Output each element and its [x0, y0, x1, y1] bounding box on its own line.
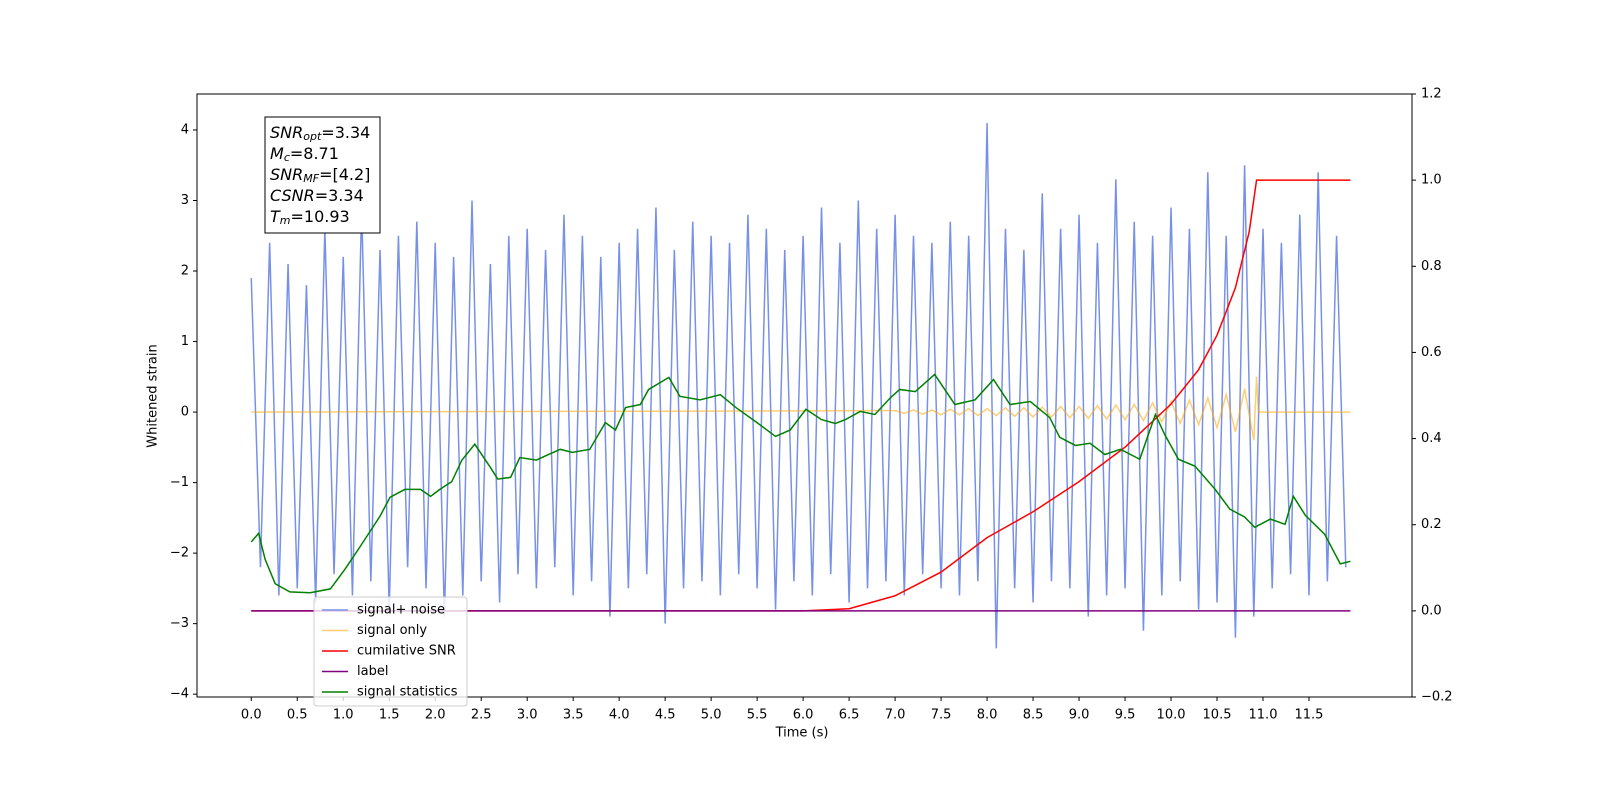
y2-tick-label: 1.0	[1421, 173, 1442, 188]
legend-label: signal+ noise	[357, 603, 445, 618]
x-tick-label: 11.0	[1249, 708, 1278, 723]
x-tick-label: 10.0	[1157, 708, 1186, 723]
y2-tick-label: 0.4	[1421, 431, 1442, 446]
y-tick-label: −4	[170, 687, 189, 702]
annotation-line: SNRopt=3.34	[270, 123, 370, 144]
series-line	[251, 376, 1351, 441]
annotation-value: =8.71	[290, 144, 339, 163]
plot-frame	[196, 93, 1413, 698]
x-tick-label: 5.0	[701, 708, 722, 723]
legend-label: signal only	[357, 623, 427, 638]
x-tick-label: 2.5	[471, 708, 492, 723]
annotation-sub: opt	[303, 130, 322, 143]
series-line	[250, 122, 1347, 649]
annotation-symbol: M	[270, 144, 284, 163]
x-tick-label: 7.5	[931, 708, 952, 723]
y-tick-label: −3	[170, 616, 189, 631]
annotation-line: Mc=8.71	[270, 144, 339, 165]
x-tick-label: 0.5	[287, 708, 308, 723]
x-tick-label: 10.5	[1203, 708, 1232, 723]
x-tick-label: 6.0	[793, 708, 814, 723]
annotation-sub: c	[284, 151, 290, 164]
y2-tick-label: 1.2	[1421, 87, 1442, 102]
x-tick-label: 6.5	[839, 708, 860, 723]
annotation-value: =3.34	[321, 123, 370, 142]
annotation-symbol: T	[270, 207, 281, 226]
y-tick-label: 2	[181, 264, 189, 279]
y-axis-label: Whitened strain	[146, 344, 161, 447]
y-tick-label: 4	[181, 122, 189, 137]
series-line	[250, 373, 1351, 594]
legend-label: label	[357, 664, 388, 679]
x-tick-label: 5.5	[747, 708, 768, 723]
x-tick-label: 9.0	[1069, 708, 1090, 723]
y-tick-label: −2	[170, 546, 189, 561]
annotation-line: SNRMF=[4.2]	[270, 165, 370, 186]
annotation-value: =3.34	[315, 186, 364, 205]
x-tick-label: 8.5	[1023, 708, 1044, 723]
y-tick-label: 1	[181, 334, 189, 349]
x-tick-label: 0.0	[241, 708, 262, 723]
annotation-symbol: SNR	[270, 165, 303, 184]
x-tick-label: 3.0	[517, 708, 538, 723]
x-tick-label: 8.0	[977, 708, 998, 723]
legend: signal+ noise signal only cumilative SNR la…	[313, 596, 468, 707]
x-tick-label: 9.5	[1115, 708, 1136, 723]
x-tick-label: 1.0	[333, 708, 354, 723]
y2-tick-label: −0.2	[1421, 690, 1453, 705]
x-tick-label: 4.5	[655, 708, 676, 723]
y-tick-label: −1	[170, 475, 189, 490]
annotation-line: CSNR=3.34	[270, 186, 364, 205]
y2-tick-label: 0.8	[1421, 259, 1442, 274]
annotation-sub: MF	[303, 172, 319, 185]
annotation-symbol: CSNR	[270, 186, 315, 205]
x-tick-label: 1.5	[379, 708, 400, 723]
annotation: SNRopt=3.34Mc=8.71SNRMF=[4.2]CSNR=3.34Tm…	[264, 116, 381, 234]
x-tick-label: 7.0	[885, 708, 906, 723]
legend-box	[313, 596, 468, 707]
x-tick-label: 2.0	[425, 708, 446, 723]
y-tick-label: 3	[181, 193, 189, 208]
x-tick-label: 11.5	[1295, 708, 1324, 723]
series-line	[251, 179, 1351, 612]
annotation-symbol: SNR	[270, 123, 303, 142]
x-tick-label: 3.5	[563, 708, 584, 723]
annotation-value: =10.93	[291, 207, 350, 226]
x-tick-label: 4.0	[609, 708, 630, 723]
x-axis-label: Time (s)	[775, 726, 829, 741]
y2-tick-label: 0.2	[1421, 517, 1442, 532]
legend-label: signal statistics	[357, 685, 458, 700]
annotation-value: =[4.2]	[319, 165, 370, 184]
y2-tick-label: 0.0	[1421, 603, 1442, 618]
annotation-box	[264, 116, 381, 234]
annotation-sub: m	[280, 214, 291, 227]
legend-label: cumilative SNR	[357, 644, 456, 659]
y-tick-label: 0	[181, 405, 189, 420]
y2-tick-label: 0.6	[1421, 345, 1442, 360]
annotation-line: Tm=10.93	[270, 207, 350, 228]
